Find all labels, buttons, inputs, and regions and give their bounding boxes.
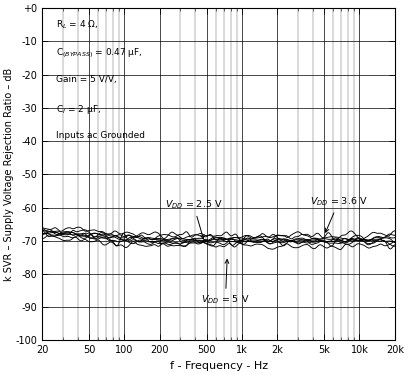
Text: R$_L$ = 4 Ω,: R$_L$ = 4 Ω, [56, 18, 99, 31]
Text: Gain = 5 V/V,: Gain = 5 V/V, [56, 75, 117, 84]
X-axis label: f - Frequency - Hz: f - Frequency - Hz [169, 361, 268, 371]
Text: Inputs ac Grounded: Inputs ac Grounded [56, 131, 145, 140]
Text: C$_I$ = 2 μF,: C$_I$ = 2 μF, [56, 103, 102, 116]
Text: C$_{(BYPASS)}$ = 0.47 μF,: C$_{(BYPASS)}$ = 0.47 μF, [56, 46, 143, 60]
Text: $V_{DD}$ = 2.5 V: $V_{DD}$ = 2.5 V [165, 198, 222, 239]
Text: $V_{DD}$ = 3.6 V: $V_{DD}$ = 3.6 V [310, 195, 368, 232]
Text: $V_{DD}$ = 5 V: $V_{DD}$ = 5 V [201, 260, 250, 306]
Y-axis label: k SVR – Supply Voltage Rejection Ratio – dB: k SVR – Supply Voltage Rejection Ratio –… [4, 68, 14, 281]
